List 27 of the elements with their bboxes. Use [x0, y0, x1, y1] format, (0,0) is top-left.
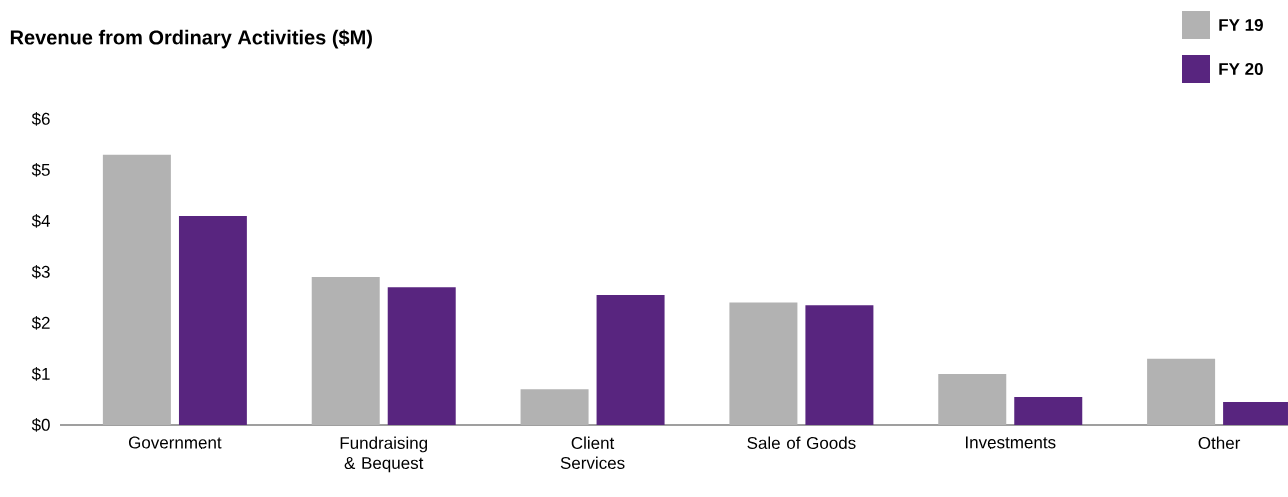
chart-title: Revenue from Ordinary Activities ($M): [10, 29, 372, 49]
bar: [596, 294, 665, 425]
bar: [102, 154, 171, 425]
bar: [178, 215, 247, 425]
bar: [1014, 396, 1083, 425]
legend-label: FY 20: [1219, 62, 1263, 76]
y-tick-label: $0: [31, 418, 50, 432]
bar: [1147, 358, 1216, 425]
y-tick-label: $2: [31, 316, 50, 330]
x-tick-label: Government: [128, 436, 222, 449]
bar: [387, 287, 456, 425]
bar: [311, 277, 380, 425]
y-tick-label: $3: [31, 265, 50, 279]
x-tick-label: Fundraising & Bequest: [340, 436, 428, 473]
bar: [729, 302, 798, 425]
x-tick-label: Investments: [966, 436, 1056, 449]
x-tick-label: Sale of Goods: [747, 436, 856, 450]
y-tick-label: $4: [31, 214, 50, 228]
bar: [938, 373, 1007, 425]
bar: [805, 305, 874, 425]
legend-label: FY 19: [1219, 18, 1263, 32]
y-tick-label: $6: [31, 112, 50, 126]
bar: [520, 389, 589, 425]
x-tick-label: Other: [1198, 436, 1241, 450]
y-tick-label: $5: [31, 163, 50, 177]
y-tick-label: $1: [31, 367, 50, 381]
x-tick-label: Client Services: [560, 436, 625, 470]
